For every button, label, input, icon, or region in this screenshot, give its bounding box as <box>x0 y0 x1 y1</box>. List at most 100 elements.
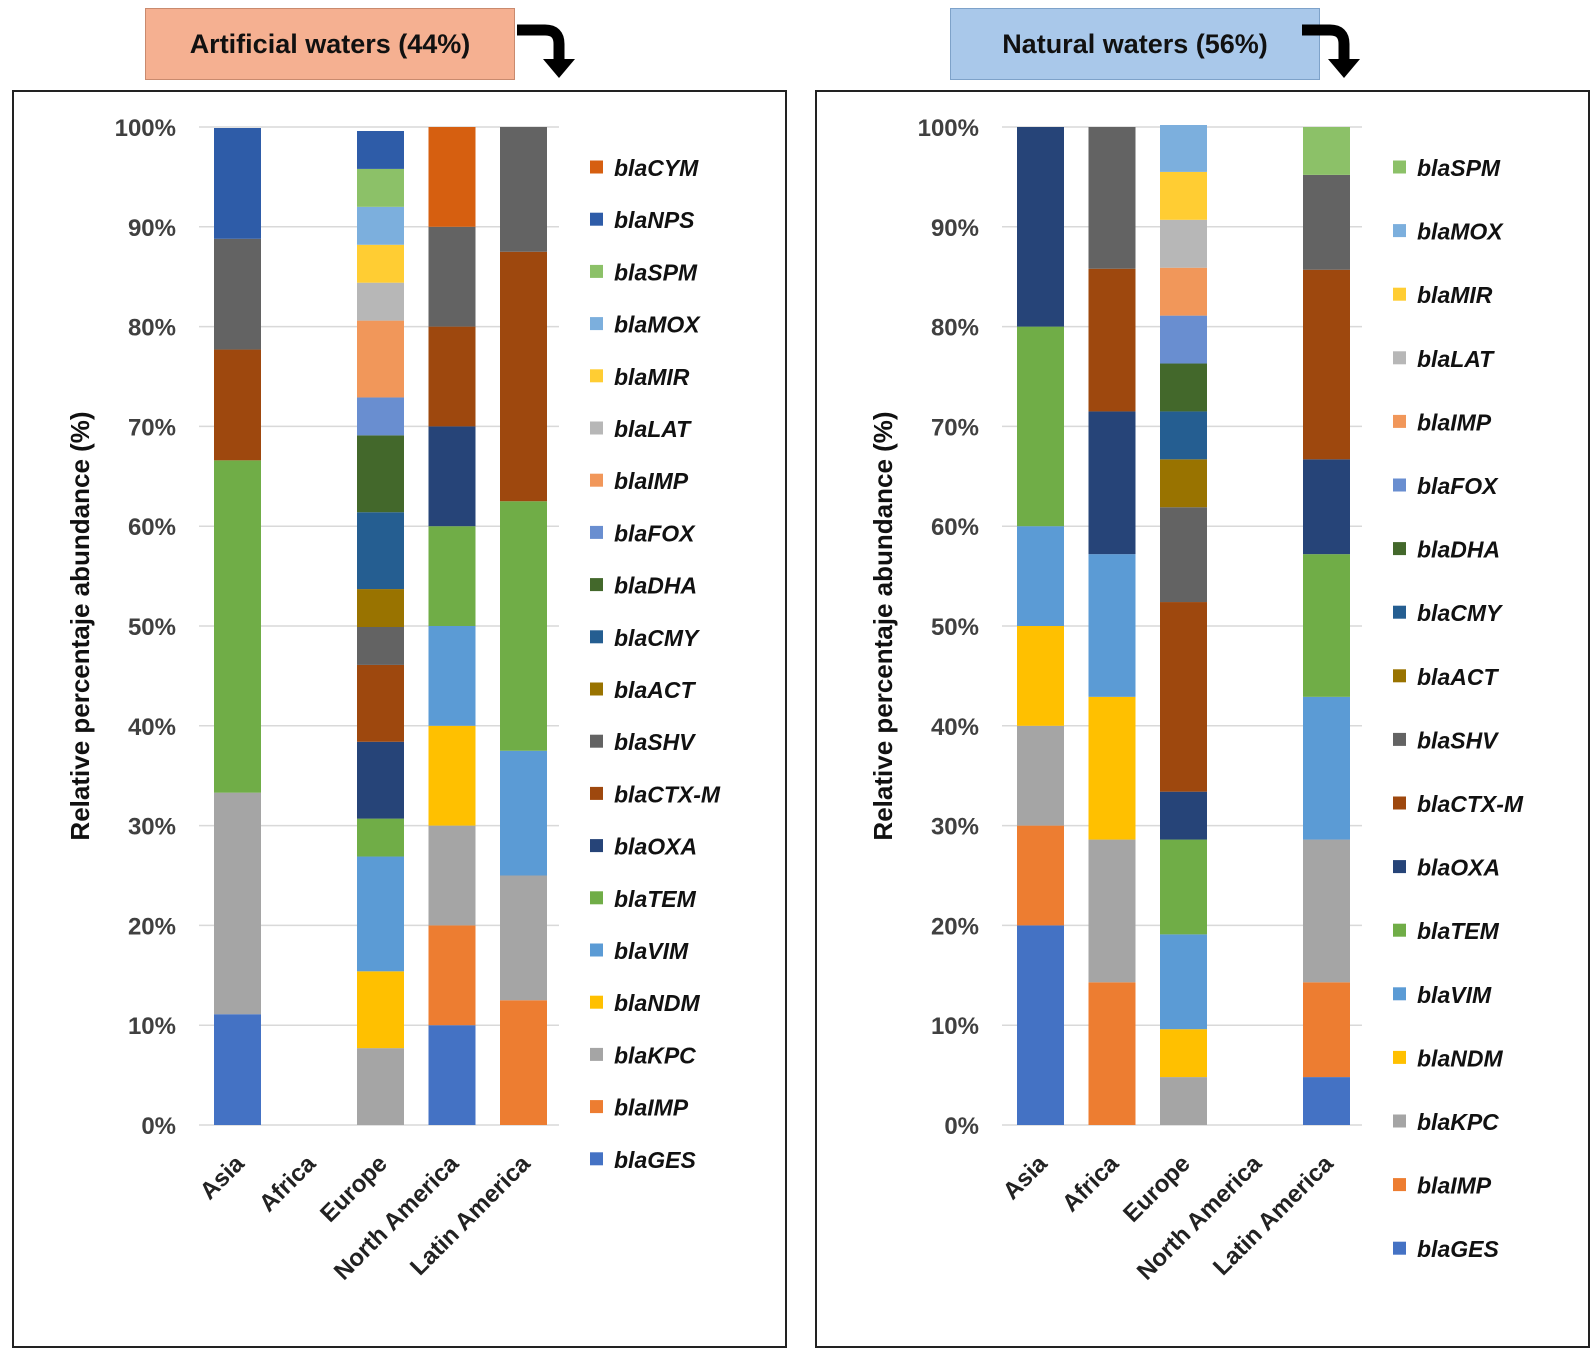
bar-segment-blakpc-latin-america <box>500 875 547 1001</box>
bar-segment-blamir-europe <box>357 244 404 283</box>
y-tick-label: 60% <box>128 514 176 541</box>
legend-swatch <box>1393 987 1406 1001</box>
legend-label: blaOXA <box>614 834 697 860</box>
bar-segment-blashv-africa <box>1088 127 1136 269</box>
legend-label: blaVIM <box>614 938 689 964</box>
legend-label: blaCTX-M <box>614 781 721 807</box>
bar-segment-blaoxa-africa <box>1088 411 1136 555</box>
y-tick-label: 30% <box>128 814 176 841</box>
legend-label: blaNPS <box>614 207 695 233</box>
bar-segment-blactx-m-latin-america <box>1303 269 1350 460</box>
legend-swatch <box>590 891 603 905</box>
legend-swatch <box>590 578 603 592</box>
x-tick-label: Africa <box>254 1150 322 1218</box>
bar-segment-blatem-north-america <box>428 526 476 626</box>
bar-segment-blaspm-europe <box>357 168 404 207</box>
legend-label: blaFOX <box>614 520 696 546</box>
bar-segment-blactx-m-europe <box>1160 602 1207 792</box>
legend-label: blaCMY <box>614 625 701 651</box>
bar-segment-blactx-m-europe <box>357 664 404 742</box>
legend-label: blaCYM <box>614 155 699 181</box>
bar-segment-blakpc-asia <box>214 792 261 1015</box>
bar-segment-blalat-europe <box>1160 219 1207 268</box>
bar-segment-blandm-north-america <box>428 725 476 826</box>
bar-segment-blamox-europe <box>1160 125 1207 172</box>
bar-segment-blacmy-europe <box>1160 411 1207 460</box>
legend-label: blaMOX <box>1417 219 1504 245</box>
legend-swatch <box>1393 160 1406 174</box>
x-tick-label: Africa <box>1057 1150 1125 1218</box>
bar-segment-blages-asia <box>214 1014 261 1125</box>
y-tick-label: 40% <box>931 714 979 741</box>
legend-swatch <box>590 525 603 539</box>
legend-swatch <box>1393 414 1406 428</box>
natural-waters-chart-panel: 0% 10% 20% 30% 40% 50% 60% 70% 80% 90% 100% Relativ… <box>815 90 1590 1348</box>
bar-segment-blages-latin-america <box>1303 1077 1350 1125</box>
legend-swatch <box>1393 732 1406 746</box>
bar-segment-blavim-latin-america <box>1303 696 1350 840</box>
legend-swatch <box>590 1152 603 1166</box>
legend-swatch <box>1393 605 1406 619</box>
legend-swatch <box>590 1100 603 1114</box>
legend-swatch <box>1393 923 1406 937</box>
legend-swatch <box>590 473 603 487</box>
artificial-waters-title: Artificial waters (44%) <box>145 8 515 80</box>
legend-swatch <box>590 317 603 331</box>
bar-segment-blatem-asia <box>1017 326 1064 527</box>
bar-segment-blanps-europe <box>357 130 404 169</box>
legend-label: blaIMP <box>614 468 689 494</box>
legend-label: blaSPM <box>614 259 698 285</box>
y-tick-label: 20% <box>128 913 176 940</box>
natural-waters-title: Natural waters (56%) <box>950 8 1320 80</box>
legend-label: blaACT <box>1417 664 1499 690</box>
bar-segment-blactx-m-latin-america <box>500 251 547 502</box>
bar-segment-blamir-europe <box>1160 171 1207 220</box>
bar-segment-blashv-latin-america <box>500 127 547 252</box>
bar-segment-blatem-europe <box>357 818 404 857</box>
legend-swatch <box>1393 796 1406 810</box>
legend-swatch <box>1393 1114 1406 1128</box>
bar-segment-blaoxa-asia <box>1017 127 1064 327</box>
bar-segment-blactx-m-asia <box>214 349 261 461</box>
y-tick-label: 100% <box>918 115 979 142</box>
legend-label: blaSPM <box>1417 155 1501 181</box>
bar-segment-blatem-latin-america <box>500 501 547 751</box>
bar-segment-blavim-north-america <box>428 626 476 726</box>
legend-label: blaCTX-M <box>1417 791 1524 817</box>
legend-label: blaIMP <box>1417 409 1492 435</box>
legend-label: blaLAT <box>1417 346 1495 372</box>
legend-swatch <box>1393 669 1406 683</box>
bar-segment-blaoxa-north-america <box>428 426 476 527</box>
bar-segment-blashv-north-america <box>428 226 476 327</box>
bar-segment-blavim-latin-america <box>500 750 547 876</box>
legend-label: blaDHA <box>614 573 697 599</box>
bar-segment-blalat-europe <box>357 282 404 321</box>
bar-segment-blakpc-latin-america <box>1303 839 1350 983</box>
bar-segment-blashv-europe <box>1160 507 1207 603</box>
bar-segment-bladha-europe <box>1160 363 1207 412</box>
legend-label: blaMOX <box>614 312 701 338</box>
y-tick-label: 90% <box>931 215 979 242</box>
bar-segment-blashv-asia <box>214 238 261 350</box>
bar-segment-blakpc-europe <box>1160 1077 1207 1125</box>
bar-segment-blavim-asia <box>1017 526 1064 626</box>
legend-label: blaMIR <box>1417 282 1493 308</box>
legend-swatch <box>590 369 603 383</box>
bar-segment-blaimp-latin-america <box>500 1000 547 1125</box>
legend-label: blaACT <box>614 677 696 703</box>
bar-segment-blatem-europe <box>1160 839 1207 935</box>
y-tick-label: 70% <box>128 414 176 441</box>
y-tick-label: 50% <box>128 614 176 641</box>
y-tick-label: 0% <box>141 1113 176 1140</box>
bar-segment-blafox-europe <box>1160 315 1207 364</box>
bar-segment-blandm-asia <box>1017 626 1064 726</box>
bar-segment-blacmy-europe <box>357 512 404 590</box>
bar-segment-blaspm-latin-america <box>1303 127 1350 175</box>
bar-segment-blavim-europe <box>1160 934 1207 1030</box>
bar-segment-bladha-europe <box>357 435 404 513</box>
y-axis-label: Relative percentaje abundance (%) <box>65 411 95 840</box>
legend-label: blaTEM <box>1417 918 1500 944</box>
legend-swatch <box>1393 224 1406 238</box>
y-tick-label: 80% <box>128 315 176 342</box>
turn-down-arrow-icon <box>1302 24 1360 78</box>
